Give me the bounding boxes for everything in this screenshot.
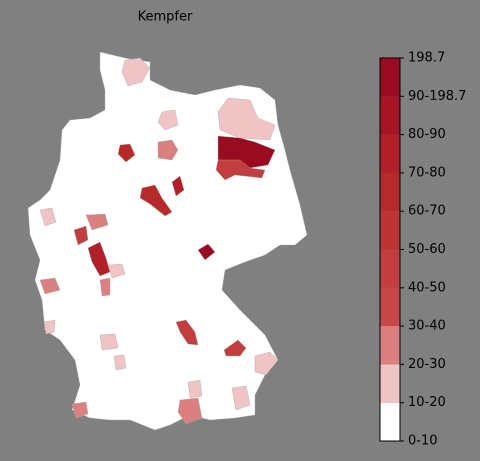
district bbox=[39, 277, 61, 295]
colorbar-segment bbox=[380, 172, 400, 212]
colorbar-segment bbox=[380, 402, 400, 441]
district bbox=[139, 184, 173, 217]
colorbar-segment bbox=[380, 211, 400, 250]
colorbar-label: 0-10 bbox=[408, 434, 438, 449]
district bbox=[215, 159, 266, 181]
colorbar: 0-10 10-20 20-30 30-40 40-50 50-60 60-70 70-80 8… bbox=[379, 51, 466, 449]
district bbox=[121, 57, 151, 87]
colorbar-label: 90-198.7 bbox=[408, 89, 466, 104]
colorbar-label: 40-50 bbox=[408, 280, 446, 295]
district bbox=[157, 109, 179, 131]
colorbar-label: 80-90 bbox=[408, 127, 446, 142]
colorbar-segment bbox=[380, 249, 400, 288]
district bbox=[231, 385, 251, 411]
colorbar-segment bbox=[380, 364, 400, 403]
colorbar-segment bbox=[380, 134, 400, 173]
district bbox=[157, 139, 179, 161]
colorbar-label: 198.7 bbox=[408, 51, 445, 66]
district bbox=[117, 143, 136, 163]
colorbar-segment bbox=[380, 96, 400, 135]
district bbox=[39, 207, 57, 227]
germany-map bbox=[27, 51, 308, 431]
district bbox=[187, 379, 203, 399]
district bbox=[71, 401, 89, 419]
district bbox=[113, 354, 127, 371]
colorbar-label: 30-40 bbox=[408, 319, 446, 334]
colorbar-label: 20-30 bbox=[408, 357, 446, 372]
district bbox=[73, 225, 89, 246]
colorbar-segment bbox=[380, 287, 400, 327]
district bbox=[175, 319, 199, 346]
colorbar-label: 10-20 bbox=[408, 395, 446, 410]
colorbar-label: 60-70 bbox=[408, 204, 446, 219]
district bbox=[197, 243, 216, 261]
district bbox=[99, 333, 119, 351]
colorbar-segment bbox=[380, 326, 400, 365]
district bbox=[43, 319, 56, 335]
district bbox=[99, 277, 111, 297]
district bbox=[177, 397, 203, 425]
district bbox=[217, 97, 276, 141]
district bbox=[107, 263, 126, 279]
map-title: Kempfer bbox=[138, 10, 193, 25]
colorbar-label: 50-60 bbox=[408, 242, 446, 257]
colorbar-segment bbox=[380, 58, 400, 97]
district bbox=[223, 339, 247, 357]
district bbox=[254, 351, 279, 376]
colorbar-label: 70-80 bbox=[408, 165, 446, 180]
district bbox=[85, 213, 109, 231]
district bbox=[171, 175, 185, 197]
